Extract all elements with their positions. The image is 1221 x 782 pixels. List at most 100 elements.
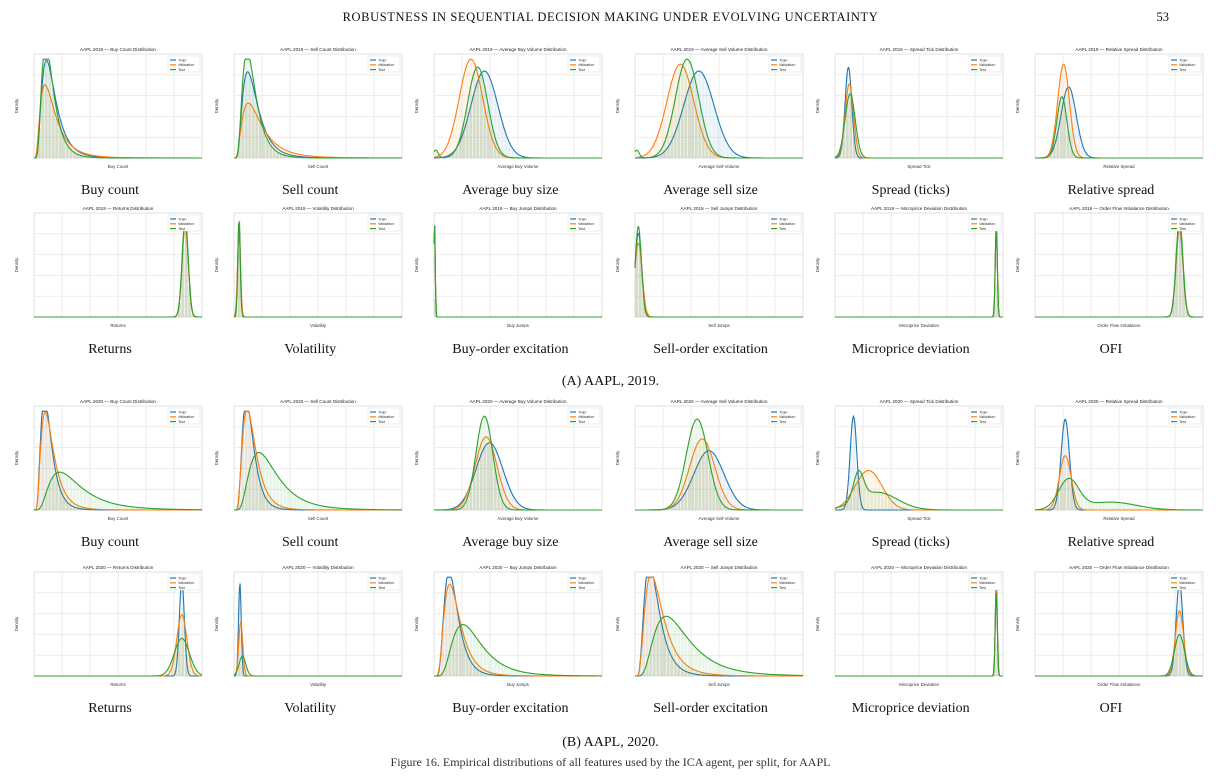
histogram-bar [97,498,101,510]
histogram-bar [473,474,477,510]
histogram-bar [455,606,459,676]
histogram-bar [293,495,297,510]
histogram-bar [476,67,480,158]
histogram-bar [490,83,494,158]
histogram-bar [184,228,188,317]
histogram-bar [339,508,343,510]
histogram-bar [452,638,456,676]
legend-label: Validation [578,63,594,67]
histogram-bar [722,136,726,158]
histogram-bar [1056,485,1060,510]
plot-panel: AAPL 2019 — Buy Jumps Distribution Buy Ju… [412,203,609,358]
histogram-bar [659,149,663,158]
histogram-bar [732,152,736,158]
legend-label: Train [779,217,788,221]
plot-figure: AAPL 2020 — Average Buy Volume Distribut… [412,396,609,529]
histogram-bar [258,471,262,510]
histogram-bar [497,147,501,158]
legend-label: Validation [378,581,394,585]
histogram-bar [501,674,505,676]
histogram-bar [1063,105,1067,158]
histogram-bar [311,503,315,510]
histogram-bar [72,507,76,510]
histogram-bar [842,123,845,158]
legend-label: Validation [378,63,394,67]
histogram-bar [511,495,515,510]
histogram-bar [241,437,245,510]
legend-label: Test [779,68,787,72]
histogram-bar [459,621,463,676]
histogram-bar [1136,505,1140,510]
panel-caption: Relative spread [1067,535,1155,550]
histogram-bar [469,484,473,510]
legend-label: Train [1179,576,1188,580]
histogram-bar [1066,89,1070,158]
histogram-bar [1112,502,1116,510]
y-axis-label: Density [214,450,219,465]
plot-panel: AAPL 2019 — Average Sell Volume Distribu… [612,44,809,199]
histogram-bar [90,494,94,510]
histogram-bar [494,138,498,158]
histogram-bar [1087,500,1091,510]
y-axis-label: Density [414,98,419,113]
histogram-bar [697,124,701,158]
histogram-bar [248,415,252,510]
histogram-bar [908,505,912,510]
histogram-bar [83,156,87,158]
histogram-bar [265,134,269,158]
x-axis-label: Returns [110,682,126,687]
legend-label: Validation [979,222,995,226]
histogram-bar [58,119,62,158]
histogram-bar [736,155,740,158]
histogram-bar [62,137,66,158]
histogram-bar [680,474,684,510]
histogram-bar [532,673,536,676]
histogram-bar [1154,508,1158,510]
histogram-bar [1056,492,1060,510]
histogram-bar [452,591,456,676]
histogram-bar [669,656,673,676]
histogram-bar [452,586,456,676]
histogram-bar [1059,97,1063,158]
histogram-bar [58,489,62,510]
histogram-bar [79,152,83,158]
histogram-bar [181,587,185,676]
histogram-bar [1098,502,1102,510]
histogram-bar [48,95,52,158]
histogram-bar [676,81,680,158]
histogram-bar [1185,310,1189,317]
histogram-bar [72,152,76,158]
density-plot: AAPL 2019 — Returns Distribution Returns D… [14,206,203,328]
histogram-bar [666,507,670,510]
histogram-bar [504,156,508,158]
histogram-bar [438,155,442,158]
histogram-bar [188,658,192,676]
histogram-bar [845,103,849,158]
x-axis-label: Microprice Deviation [899,323,939,328]
histogram-bar [866,489,870,510]
legend-label: Train [979,217,988,221]
panel-caption: OFI [1099,342,1123,357]
histogram-bar [1171,299,1175,317]
histogram-bar [708,465,712,510]
histogram-bar [1059,466,1063,510]
histogram-bar [1073,504,1077,510]
legend-label: Test [378,420,386,424]
histogram-bar [184,223,188,317]
plot-title: AAPL 2020 — Spread Tick Distribution [879,399,958,404]
legend-label: Train [178,410,187,414]
histogram-bar [1073,483,1077,510]
density-plot: AAPL 2020 — Buy Count Distribution Buy Co… [14,399,203,521]
histogram-bar [111,503,115,510]
histogram-bar [725,508,729,510]
histogram-bar [480,90,484,158]
histogram-bar [177,303,181,317]
page-number: 53 [1156,10,1170,24]
plot-title: AAPL 2020 — Average Sell Volume Distribu… [670,399,767,404]
histogram-bar [518,671,522,676]
histogram-bar [508,502,512,510]
histogram-bar [1066,478,1070,510]
